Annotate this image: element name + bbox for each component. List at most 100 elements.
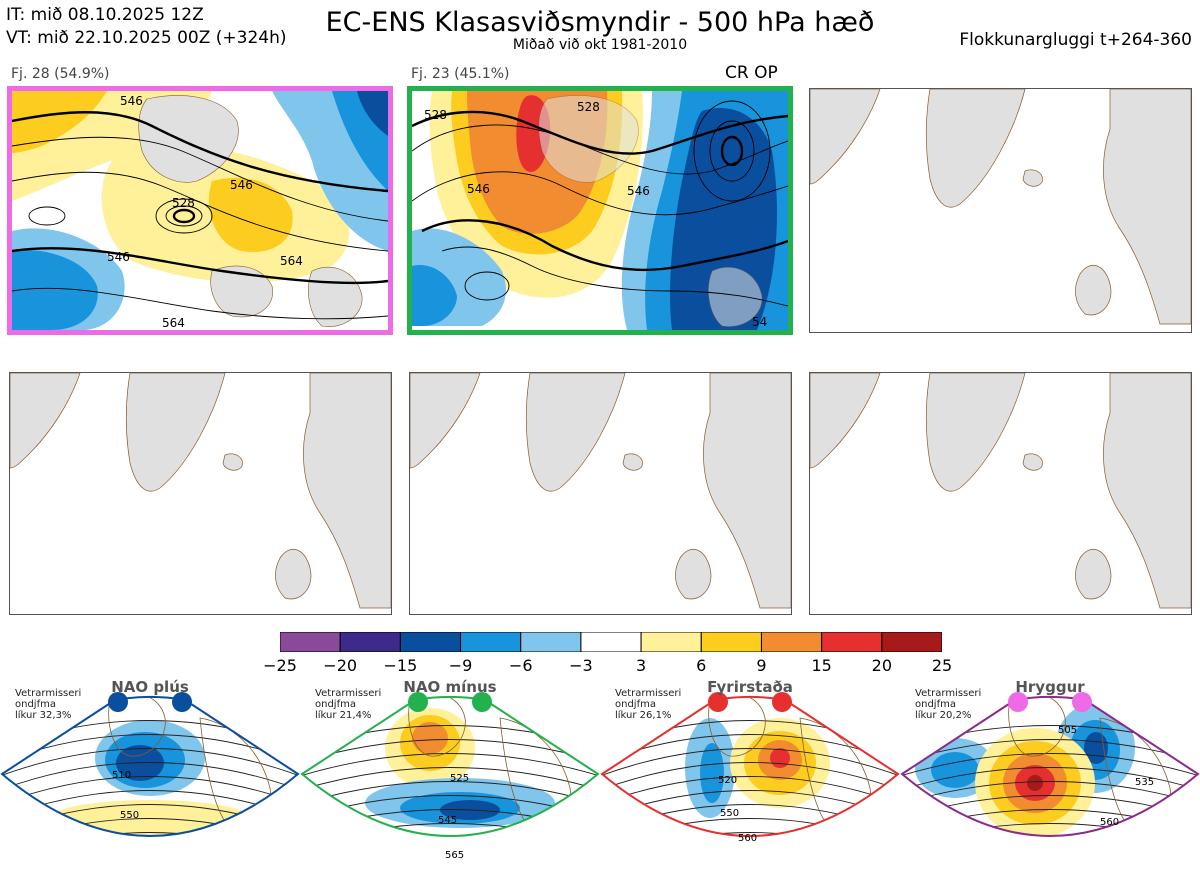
regime-border <box>0 695 300 837</box>
regime-dot <box>708 692 728 712</box>
regime-contour-label: 550 <box>720 808 739 819</box>
height-contour <box>2 832 298 837</box>
colorbar-swatch <box>520 632 582 652</box>
regime-note-line: líkur 32,3% <box>15 710 72 721</box>
colorbar-tick-label: 6 <box>696 656 707 675</box>
regime-border <box>900 695 1200 837</box>
colorbar-swatch <box>339 632 401 652</box>
regime-title: Hryggur <box>1015 678 1085 696</box>
height-contour <box>902 781 1198 805</box>
regime-map: 520 550 560 <box>600 692 900 844</box>
colorbar-tick-label: −15 <box>383 656 418 675</box>
basemap <box>10 373 391 609</box>
empty-panel <box>409 372 792 615</box>
regime-note-line: ondjfma <box>615 699 656 710</box>
colorbar-tick-label: 15 <box>811 656 832 675</box>
page-title: EC-ENS Klasasviðsmyndir - 500 hPa hæð <box>325 7 875 38</box>
colorbar-tick-label: −20 <box>323 656 358 675</box>
regime-panel: 505 535 560 Hryggur Vetrarmisseri ondjfma líku… <box>900 678 1200 871</box>
anomaly-area <box>770 748 790 768</box>
regime-title: Fyrirstaða <box>707 678 793 696</box>
empty-panel <box>809 88 1192 333</box>
regime-note: Vetrarmisseri ondjfma líkur 32,3% <box>15 688 81 721</box>
page-subtitle: Miðað við okt 1981-2010 <box>512 37 688 53</box>
height-contour <box>902 767 1198 791</box>
cluster-2-field: 528 528 546 546 54 <box>412 91 788 330</box>
cluster-2-label: Fj. 23 (45.1%) <box>411 66 510 82</box>
colorbar-tick-label: −9 <box>448 656 473 675</box>
height-contour <box>902 739 1198 763</box>
header-info: IT: mið 08.10.2025 12Z VT: mið 22.10.202… <box>6 4 287 50</box>
regime-contour-label: 510 <box>112 770 131 781</box>
regime-map: 505 535 560 <box>900 692 1200 859</box>
regime-note-line: Vetrarmisseri <box>615 688 682 699</box>
regime-title: NAO mínus <box>403 678 497 696</box>
colorbar-tick-label: −25 <box>263 656 297 675</box>
regime-map: 525 545 565 <box>300 692 600 861</box>
regime-border <box>600 695 900 837</box>
cluster-1-contour-label: 546 <box>107 250 130 264</box>
regime-note-line: líkur 21,4% <box>315 710 372 721</box>
colorbar-tick-label: 25 <box>931 656 953 675</box>
colorbar-swatch <box>280 632 341 652</box>
colorbar-swatch <box>760 632 823 652</box>
regime-note-line: Vetrarmisseri <box>915 688 982 699</box>
colorbar-swatch <box>821 632 883 652</box>
classification-window: Flokkunargluggi t+264-360 <box>959 30 1192 50</box>
regime-note-line: líkur 20,2% <box>915 710 972 721</box>
anomaly-area <box>50 800 250 836</box>
cluster-1-map: 546 528 546 564 564 546 <box>7 86 393 335</box>
height-contour <box>2 762 298 791</box>
colorbar-swatch <box>640 632 702 652</box>
cluster-2-contour-label: 528 <box>424 108 447 122</box>
colorbar-swatch <box>460 632 522 652</box>
height-contour <box>2 776 298 805</box>
colorbar-tick-label: 3 <box>635 656 647 675</box>
colorbar-swatch <box>881 632 942 652</box>
anomaly-area <box>1012 847 1044 859</box>
regime-panel: 510 550 NAO plús Vetrarmisseri ondjfma líkur … <box>0 678 300 871</box>
regime-contour-label: 535 <box>1135 777 1154 788</box>
regime-note-line: Vetrarmisseri <box>15 688 82 699</box>
cluster-1-contour-label: 564 <box>162 316 185 330</box>
regime-note: Vetrarmisseri ondjfma líkur 20,2% <box>915 688 981 721</box>
height-contour <box>302 739 598 763</box>
regime-dot <box>1008 692 1028 712</box>
anomaly-area <box>700 743 724 803</box>
colorbar-tick-label: −6 <box>508 656 533 675</box>
colorbar-swatch <box>580 632 642 652</box>
regime-note-line: líkur 26,1% <box>615 710 672 721</box>
cluster-2-contour-label: 528 <box>577 100 600 114</box>
colorbar-swatch <box>700 632 762 652</box>
regime-map: 510 550 <box>0 692 300 837</box>
regime-contour-label: 550 <box>120 810 139 821</box>
cluster-1-contour-label: 546 <box>230 178 253 192</box>
regime-contour-label: 520 <box>718 775 737 786</box>
height-contour <box>302 753 598 777</box>
cluster-2-contour-label: 54 <box>752 315 767 329</box>
cluster-2-contour-label: 546 <box>627 184 650 198</box>
regime-dot <box>408 692 428 712</box>
empty-panel <box>809 372 1192 615</box>
regime-contour-label: 545 <box>438 815 457 826</box>
basemap <box>410 373 791 609</box>
colorbar <box>280 632 942 652</box>
regime-note-line: ondjfma <box>915 699 956 710</box>
valid-time: VT: mið 22.10.2025 00Z (+324h) <box>6 28 287 48</box>
regime-contour-label: 560 <box>738 833 757 844</box>
regime-contour-label: 565 <box>445 850 464 861</box>
regime-dot <box>472 692 492 712</box>
regime-note-line: ondjfma <box>315 699 356 710</box>
regime-note: Vetrarmisseri ondjfma líkur 21,4% <box>315 688 381 721</box>
cluster-1-field: 546 528 546 564 564 546 <box>12 91 388 330</box>
regime-border <box>300 695 600 837</box>
regime-contour-label: 505 <box>1058 725 1077 736</box>
regime-note-line: Vetrarmisseri <box>315 688 382 699</box>
regime-dot <box>108 692 128 712</box>
height-contour <box>302 767 598 791</box>
height-contour <box>602 762 898 791</box>
colorbar-tick-label: −3 <box>569 656 593 675</box>
empty-panel <box>9 372 392 615</box>
colorbar-tick-label: 9 <box>756 656 767 675</box>
cluster-1-contour-label: 564 <box>280 254 303 268</box>
